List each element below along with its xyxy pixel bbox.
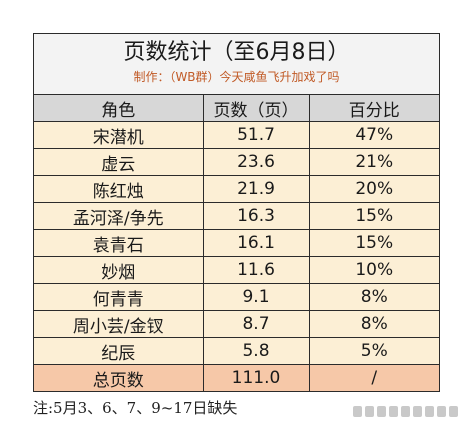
cell-pages: 16.1 [202,229,310,257]
cell-pages: 8.7 [202,310,310,338]
stats-table: 角色 页数（页） 百分比 宋潜机 51.7 47% 虚云 23.6 21% 陈红烛 21.… [34,95,439,391]
cell-percent: 8% [308,283,439,311]
cell-role: 何青青 [34,283,204,311]
cell-percent: 21% [308,148,439,176]
table-row: 何青青 9.1 8% [34,283,439,311]
cell-percent: 20% [308,175,439,203]
table-row: 虚云 23.6 21% [34,148,439,176]
cell-role: 纪辰 [34,337,204,365]
cell-role: 宋潜机 [34,121,204,149]
cell-role: 陈红烛 [34,175,204,203]
cell-pages: 51.7 [202,121,310,149]
total-label: 总页数 [34,364,204,391]
cell-role: 虚云 [34,148,204,176]
total-pages: 111.0 [202,364,310,391]
cell-pages: 16.3 [202,202,310,230]
page-subtitle: 制作：（WB群）今天咸鱼飞升加戏了吗 [133,70,340,84]
header-role: 角色 [34,95,204,122]
cell-pages: 21.9 [202,175,310,203]
header-row: 角色 页数（页） 百分比 [34,95,439,122]
title-block: 页数统计（至6月8日） 制作：（WB群）今天咸鱼飞升加戏了吗 [34,34,439,95]
table-row: 纪辰 5.8 5% [34,337,439,365]
table-row: 周小芸/金钗 8.7 8% [34,310,439,338]
cell-pages: 23.6 [202,148,310,176]
cell-role: 袁青石 [34,229,204,257]
cell-pages: 11.6 [202,256,310,284]
total-row: 总页数 111.0/ [34,364,439,391]
table-row: 袁青石 16.1 15% [34,229,439,257]
cell-percent: 10% [308,256,439,284]
cell-role: 孟河泽/争先 [34,202,204,230]
stats-sheet: 页数统计（至6月8日） 制作：（WB群）今天咸鱼飞升加戏了吗 角色 页数（页） … [33,33,440,392]
table-row: 孟河泽/争先 16.3 15% [34,202,439,230]
cell-percent: 8% [308,310,439,338]
header-pages: 页数（页） [202,95,310,122]
cell-percent: 47% [308,121,439,149]
cell-pages: 9.1 [202,283,310,311]
watermark-logo [353,406,458,417]
page-title: 页数统计（至6月8日） [123,40,350,65]
cell-pages: 5.8 [202,337,310,365]
table-row: 妙烟 11.6 10% [34,256,439,284]
total-percent: / [308,364,439,391]
table-row: 宋潜机 51.7 47% [34,121,439,149]
cell-percent: 15% [308,229,439,257]
table-row: 陈红烛 21.9 20% [34,175,439,203]
header-percent: 百分比 [308,95,439,122]
footnote: 注:5月3、6、7、9~17日缺失 [33,399,238,417]
cell-percent: 5% [308,337,439,365]
cell-role: 周小芸/金钗 [34,310,204,338]
cell-role: 妙烟 [34,256,204,284]
cell-percent: 15% [308,202,439,230]
